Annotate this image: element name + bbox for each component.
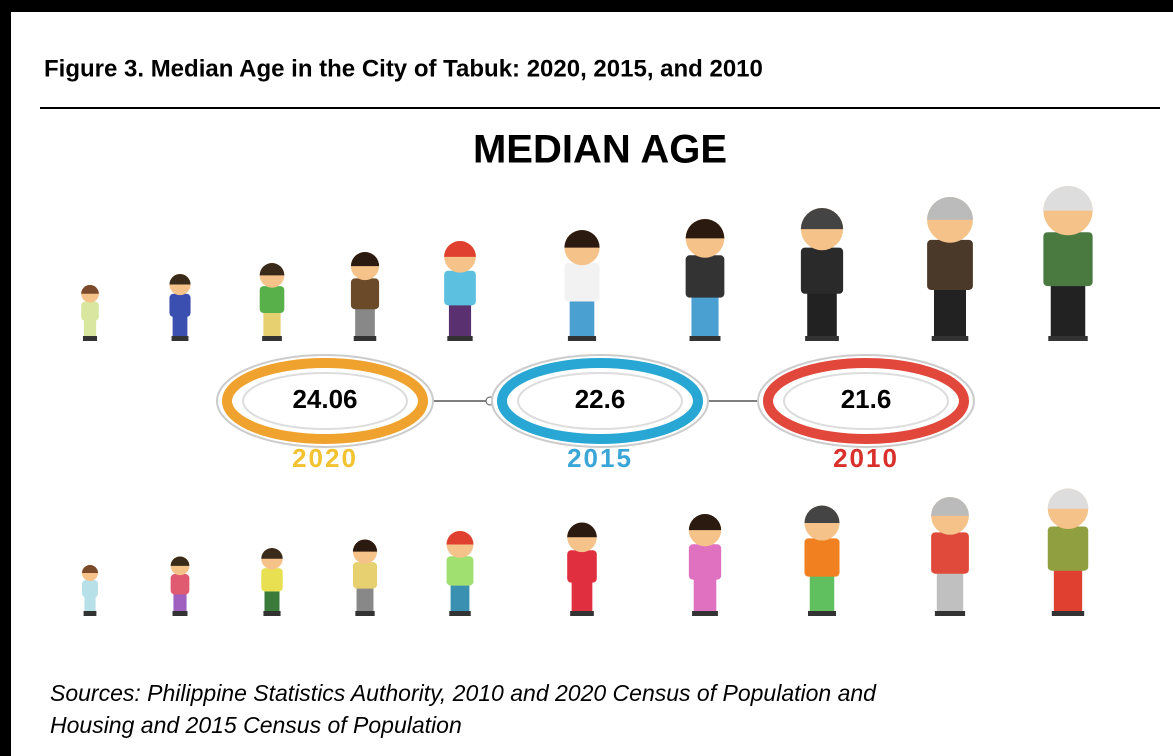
body	[444, 270, 476, 306]
legs	[263, 310, 281, 339]
shoes	[449, 611, 471, 616]
shoes	[689, 336, 721, 341]
hair	[800, 208, 844, 230]
body	[804, 538, 840, 577]
ring-inner	[517, 372, 683, 430]
hair	[444, 241, 476, 257]
hair	[927, 197, 973, 220]
source-line: Sources: Philippine Statistics Authority…	[50, 680, 877, 706]
legs	[933, 285, 967, 338]
shoes	[570, 611, 594, 616]
legs	[83, 319, 97, 339]
body	[800, 247, 844, 294]
legs	[84, 596, 96, 614]
shoes	[171, 336, 189, 341]
body	[567, 550, 597, 583]
body	[564, 263, 600, 302]
body	[352, 562, 378, 589]
hair	[352, 539, 378, 552]
shoes	[263, 611, 281, 616]
body	[446, 556, 474, 586]
body	[927, 239, 973, 290]
shoes	[1048, 336, 1088, 341]
legs	[1050, 281, 1086, 337]
hair	[1043, 186, 1093, 211]
legs	[571, 579, 593, 614]
hair	[82, 565, 98, 573]
shoes	[1051, 611, 1085, 616]
hair	[804, 505, 840, 524]
hair	[931, 497, 969, 516]
body	[931, 532, 969, 574]
hair	[169, 274, 191, 285]
people-illustrations	[81, 186, 1093, 616]
median-value: 22.6	[575, 384, 626, 414]
legs	[448, 302, 472, 339]
median-value: 21.6	[841, 384, 892, 414]
heading: MEDIAN AGE	[473, 128, 727, 172]
body	[685, 255, 725, 298]
legs	[807, 289, 837, 338]
shoes	[83, 611, 97, 616]
shoes	[355, 611, 375, 616]
shoes	[931, 336, 969, 341]
hair	[81, 284, 99, 294]
body	[261, 568, 283, 592]
hair	[259, 263, 285, 276]
body	[688, 544, 722, 580]
legs	[264, 589, 280, 614]
shoes	[805, 336, 839, 341]
shoes	[82, 336, 98, 341]
hair	[170, 556, 190, 566]
figure-title: Figure 3. Median Age in the City of Tabu…	[44, 55, 763, 82]
hair	[350, 252, 380, 267]
ring-inner	[242, 372, 408, 430]
body	[81, 301, 99, 321]
median-value: 24.06	[292, 384, 357, 414]
body	[82, 580, 98, 598]
legs	[936, 570, 964, 613]
body	[170, 574, 190, 595]
source-line: Housing and 2015 Census of Population	[50, 712, 462, 738]
body	[169, 293, 191, 317]
border-left	[0, 0, 11, 756]
hair	[567, 522, 597, 538]
hair	[685, 219, 725, 239]
legs	[450, 583, 470, 614]
shoes	[567, 336, 597, 341]
shoes	[172, 611, 188, 616]
shoes	[934, 611, 966, 616]
legs	[355, 306, 375, 339]
legs	[356, 586, 374, 614]
border-top	[0, 0, 1173, 12]
legs	[172, 314, 188, 339]
hair	[261, 547, 283, 559]
ring-inner	[783, 372, 949, 430]
legs	[693, 576, 717, 613]
shoes	[692, 611, 718, 616]
hair	[564, 230, 600, 248]
legs	[569, 298, 595, 338]
hair	[446, 530, 474, 545]
year-label: 2015	[567, 443, 633, 473]
legs	[691, 294, 719, 338]
shoes	[447, 336, 473, 341]
body	[350, 278, 380, 310]
hair	[1047, 488, 1089, 509]
shoes	[353, 336, 377, 341]
body	[259, 286, 285, 314]
shoes	[807, 611, 837, 616]
body	[1043, 232, 1093, 287]
shoes	[262, 336, 282, 341]
legs	[173, 592, 187, 614]
year-label: 2010	[833, 443, 899, 473]
legs	[1053, 566, 1083, 613]
legs	[809, 573, 835, 613]
hair	[688, 514, 722, 531]
year-label: 2020	[292, 443, 358, 473]
body	[1047, 526, 1089, 571]
